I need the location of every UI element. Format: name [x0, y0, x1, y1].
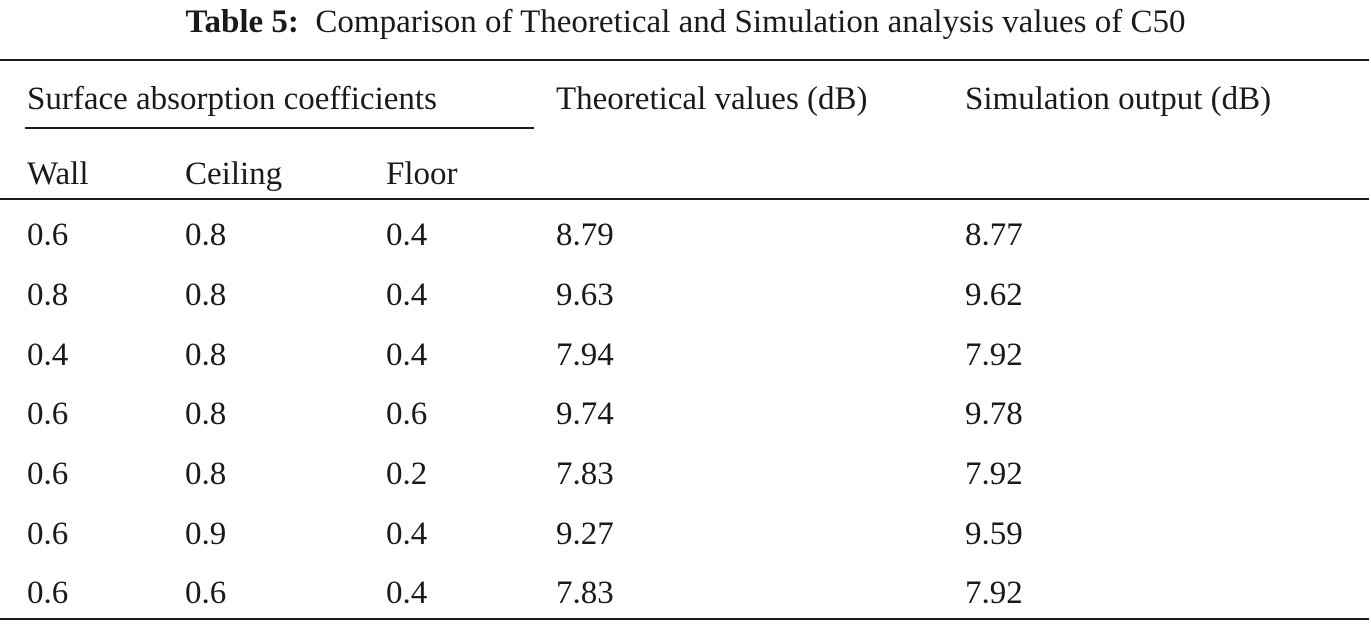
- cell-wall: 0.6: [27, 516, 69, 552]
- table-bottom-rule: [0, 618, 1369, 620]
- header-theoretical-values: Theoretical values (dB): [556, 81, 868, 117]
- cell-wall: 0.6: [27, 396, 69, 432]
- header-group-rule: [25, 127, 534, 129]
- table-row: 0.6 0.6 0.4 7.83 7.92: [0, 573, 1371, 633]
- cell-floor: 0.4: [386, 277, 428, 313]
- table-row: 0.8 0.8 0.4 9.63 9.62: [0, 275, 1371, 335]
- cell-simulation: 9.62: [965, 277, 1023, 313]
- cell-floor: 0.4: [386, 337, 428, 373]
- cell-simulation: 7.92: [965, 575, 1023, 611]
- cell-simulation: 9.78: [965, 396, 1023, 432]
- cell-wall: 0.6: [27, 456, 69, 492]
- cell-floor: 0.4: [386, 575, 428, 611]
- cell-theoretical: 9.74: [556, 396, 614, 432]
- cell-wall: 0.4: [27, 337, 69, 373]
- table-caption-label: Table 5:: [185, 4, 299, 40]
- cell-ceiling: 0.8: [185, 396, 227, 432]
- table-caption: Table 5: Comparison of Theoretical and S…: [0, 0, 1371, 50]
- cell-ceiling: 0.8: [185, 337, 227, 373]
- cell-simulation: 7.92: [965, 456, 1023, 492]
- cell-theoretical: 7.83: [556, 575, 614, 611]
- cell-ceiling: 0.8: [185, 277, 227, 313]
- table-caption-text: Comparison of Theoretical and Simulation…: [315, 4, 1186, 40]
- table-header-rule: [0, 198, 1369, 200]
- header-wall: Wall: [27, 156, 89, 192]
- table-row: 0.6 0.8 0.6 9.74 9.78: [0, 394, 1371, 454]
- table-row: 0.6 0.9 0.4 9.27 9.59: [0, 514, 1371, 574]
- table-row: 0.6 0.8 0.4 8.79 8.77: [0, 215, 1371, 275]
- table-row: 0.4 0.8 0.4 7.94 7.92: [0, 335, 1371, 395]
- cell-floor: 0.2: [386, 456, 428, 492]
- cell-theoretical: 9.63: [556, 277, 614, 313]
- cell-floor: 0.4: [386, 217, 428, 253]
- cell-ceiling: 0.9: [185, 516, 227, 552]
- cell-ceiling: 0.6: [185, 575, 227, 611]
- cell-simulation: 9.59: [965, 516, 1023, 552]
- cell-theoretical: 7.83: [556, 456, 614, 492]
- table-row: 0.6 0.8 0.2 7.83 7.92: [0, 454, 1371, 514]
- cell-ceiling: 0.8: [185, 456, 227, 492]
- cell-theoretical: 9.27: [556, 516, 614, 552]
- header-simulation-output: Simulation output (dB): [965, 81, 1272, 117]
- cell-simulation: 7.92: [965, 337, 1023, 373]
- cell-wall: 0.6: [27, 575, 69, 611]
- cell-ceiling: 0.8: [185, 217, 227, 253]
- cell-theoretical: 7.94: [556, 337, 614, 373]
- header-floor: Floor: [386, 156, 458, 192]
- table-top-rule: [0, 59, 1369, 61]
- cell-floor: 0.6: [386, 396, 428, 432]
- cell-floor: 0.4: [386, 516, 428, 552]
- header-ceiling: Ceiling: [185, 156, 283, 192]
- cell-simulation: 8.77: [965, 217, 1023, 253]
- cell-theoretical: 8.79: [556, 217, 614, 253]
- header-surface-absorption-coefficients: Surface absorption coefficients: [27, 81, 437, 117]
- cell-wall: 0.8: [27, 277, 69, 313]
- cell-wall: 0.6: [27, 217, 69, 253]
